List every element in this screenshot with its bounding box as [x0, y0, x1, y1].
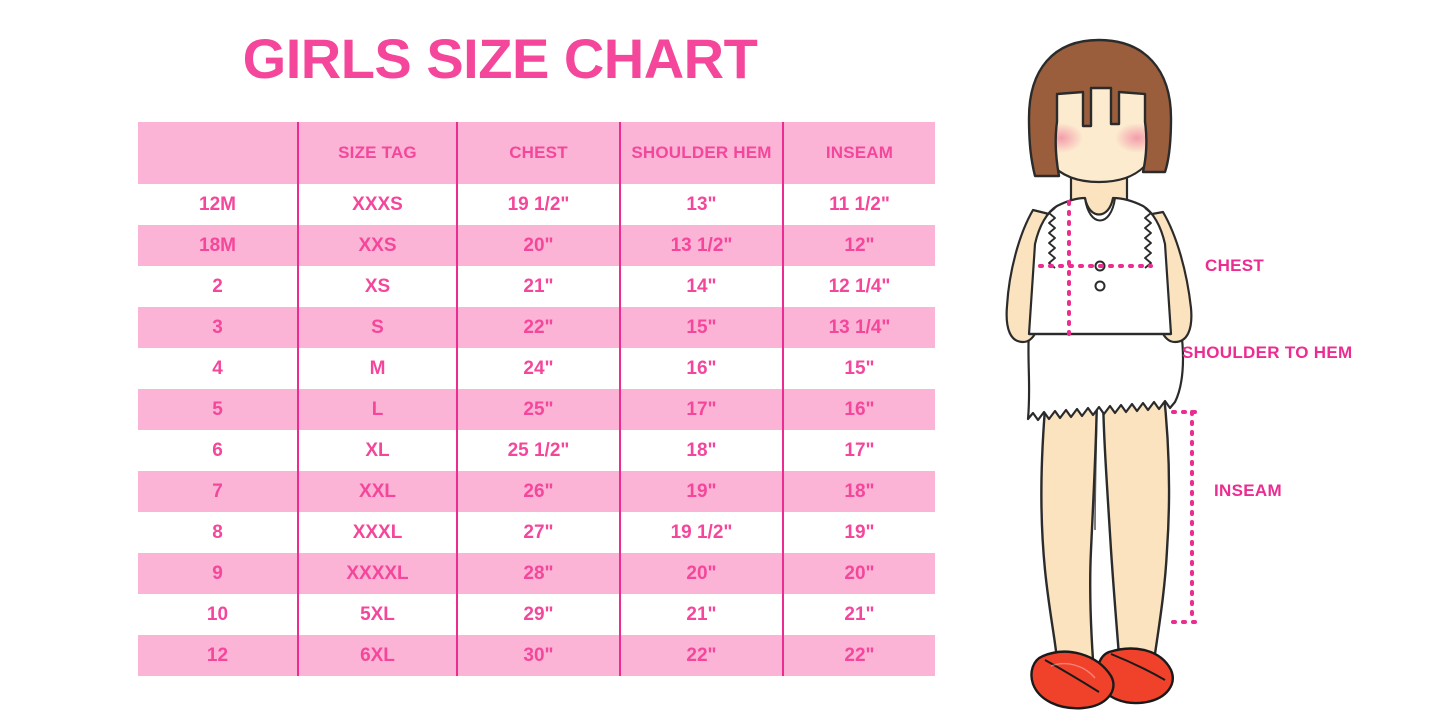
figure-body [1005, 38, 1197, 710]
table-row: 10 5XL 29" 21" 21" [138, 594, 935, 635]
column-header-shoulder-hem: SHOULDER HEM [619, 122, 783, 184]
table-row: 8 XXXL 27" 19 1/2" 19" [138, 512, 935, 553]
cell-inseam: 20" [782, 553, 935, 594]
cell-inseam: 11 1/2" [782, 184, 935, 225]
measurement-label-chest: CHEST [1205, 256, 1265, 275]
cell-size-tag: XXXXL [297, 553, 457, 594]
cell-chest: 19 1/2" [456, 184, 620, 225]
cell-size-tag: XL [297, 430, 457, 471]
table-row: 6 XL 25 1/2" 18" 17" [138, 430, 935, 471]
cell-shoulder-hem: 13" [619, 184, 783, 225]
cell-size-tag: 6XL [297, 635, 457, 676]
button-lower-icon [1094, 280, 1106, 292]
table-row: 12 6XL 30" 22" 22" [138, 635, 935, 676]
table-row: 12M XXXS 19 1/2" 13" 11 1/2" [138, 184, 935, 225]
skirt-group [1026, 328, 1185, 422]
cell-shoulder-hem: 14" [619, 266, 783, 307]
table-row: 9 XXXXL 28" 20" 20" [138, 553, 935, 594]
cell-size: 18M [138, 225, 298, 266]
column-header-size [138, 122, 298, 184]
hair [1027, 38, 1173, 178]
cell-size-tag: XXS [297, 225, 457, 266]
cell-chest: 24" [456, 348, 620, 389]
girl-figure-illustration [985, 30, 1445, 720]
cell-size: 3 [138, 307, 298, 348]
table-row: 4 M 24" 16" 15" [138, 348, 935, 389]
cell-size-tag: L [297, 389, 457, 430]
cell-size-tag: XXL [297, 471, 457, 512]
measurement-guides [1038, 200, 1197, 624]
shoes-group [1030, 647, 1174, 710]
cell-chest: 28" [456, 553, 620, 594]
cell-inseam: 22" [782, 635, 935, 676]
head-group [1027, 38, 1173, 184]
cell-inseam: 15" [782, 348, 935, 389]
cell-size: 6 [138, 430, 298, 471]
size-chart-table: SIZE TAG CHEST SHOULDER HEM INSEAM 12M XX… [138, 122, 935, 676]
column-header-chest: CHEST [456, 122, 620, 184]
column-header-inseam: INSEAM [782, 122, 935, 184]
cell-inseam: 19" [782, 512, 935, 553]
cell-size-tag: XS [297, 266, 457, 307]
cell-size-tag: XXXS [297, 184, 457, 225]
table-row: 7 XXL 26" 19" 18" [138, 471, 935, 512]
measurement-label-shoulder-to-hem: SHOULDER TO HEM [1182, 343, 1353, 362]
cell-inseam: 18" [782, 471, 935, 512]
table-row: 5 L 25" 17" 16" [138, 389, 935, 430]
cell-size: 12 [138, 635, 298, 676]
cell-shoulder-hem: 17" [619, 389, 783, 430]
table-row: 18M XXS 20" 13 1/2" 12" [138, 225, 935, 266]
cell-size-tag: M [297, 348, 457, 389]
cell-size-tag: S [297, 307, 457, 348]
table-header-row: SIZE TAG CHEST SHOULDER HEM INSEAM [138, 122, 935, 184]
column-header-size-tag: SIZE TAG [297, 122, 457, 184]
cell-size: 7 [138, 471, 298, 512]
cell-chest: 22" [456, 307, 620, 348]
legs-group [1040, 383, 1171, 662]
cell-size-tag: 5XL [297, 594, 457, 635]
cell-chest: 29" [456, 594, 620, 635]
table-row: 3 S 22" 15" 13 1/4" [138, 307, 935, 348]
cell-inseam: 12" [782, 225, 935, 266]
table-row: 2 XS 21" 14" 12 1/4" [138, 266, 935, 307]
cell-chest: 20" [456, 225, 620, 266]
cell-shoulder-hem: 19" [619, 471, 783, 512]
cell-shoulder-hem: 20" [619, 553, 783, 594]
cell-shoulder-hem: 15" [619, 307, 783, 348]
cell-size: 10 [138, 594, 298, 635]
cell-chest: 25" [456, 389, 620, 430]
cell-size: 5 [138, 389, 298, 430]
cell-size: 9 [138, 553, 298, 594]
cell-inseam: 13 1/4" [782, 307, 935, 348]
cell-shoulder-hem: 16" [619, 348, 783, 389]
cell-size: 2 [138, 266, 298, 307]
cell-shoulder-hem: 21" [619, 594, 783, 635]
cell-shoulder-hem: 18" [619, 430, 783, 471]
cell-shoulder-hem: 22" [619, 635, 783, 676]
cell-inseam: 17" [782, 430, 935, 471]
cell-chest: 21" [456, 266, 620, 307]
cell-shoulder-hem: 19 1/2" [619, 512, 783, 553]
page-title: GIRLS SIZE CHART [242, 27, 758, 90]
cell-shoulder-hem: 13 1/2" [619, 225, 783, 266]
cell-size: 4 [138, 348, 298, 389]
cell-chest: 30" [456, 635, 620, 676]
cell-chest: 26" [456, 471, 620, 512]
cell-inseam: 21" [782, 594, 935, 635]
cell-size: 12M [138, 184, 298, 225]
cell-inseam: 12 1/4" [782, 266, 935, 307]
cell-chest: 27" [456, 512, 620, 553]
table-body: 12M XXXS 19 1/2" 13" 11 1/2" 18M XXS 20" 13 1/2"… [138, 184, 935, 676]
measurement-label-inseam: INSEAM [1214, 481, 1282, 500]
cell-inseam: 16" [782, 389, 935, 430]
cell-size-tag: XXXL [297, 512, 457, 553]
cell-chest: 25 1/2" [456, 430, 620, 471]
cell-size: 8 [138, 512, 298, 553]
